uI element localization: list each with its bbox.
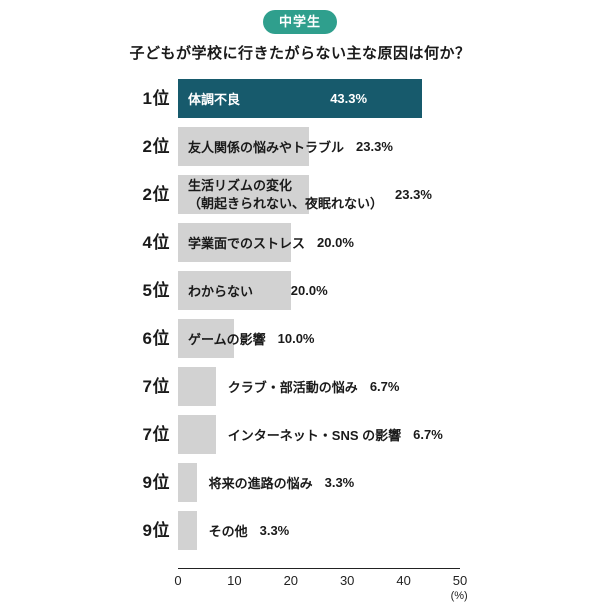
bar-value: 6.7% (369, 379, 400, 394)
bar-label: インターネット・SNS の影響 (227, 428, 402, 443)
rank-label: 1位 (142, 89, 170, 108)
rank-label: 5位 (142, 281, 170, 300)
rank-label: 7位 (142, 377, 170, 396)
bar-value: 3.3% (324, 475, 355, 490)
bar-label: 学業面でのストレス (188, 236, 306, 251)
bar-label-group: 生活リズムの変化 （朝起きられない、夜眠れない） 23.3% (188, 175, 432, 214)
bar-label-group: 学業面でのストレス 20.0% (188, 223, 354, 262)
bar-area: インターネット・SNS の影響 6.7% (178, 415, 600, 454)
bar-label-group: 将来の進路の悩み 3.3% (209, 463, 355, 502)
bar-area: わからない 20.0% (178, 271, 600, 310)
bar-row: 7位 クラブ・部活動の悩み 6.7% (0, 367, 600, 406)
bar (178, 511, 197, 550)
rank-label: 2位 (142, 185, 170, 204)
bar-label: 生活リズムの変化 （朝起きられない、夜眠れない） (188, 177, 383, 212)
bar-label: 将来の進路の悩み (208, 476, 313, 491)
bar-label-group: 体調不良 (188, 79, 240, 118)
rank-label: 2位 (142, 137, 170, 156)
bar-label-line1: 生活リズムの変化 (188, 177, 293, 193)
bar (178, 367, 216, 406)
bar-area: 友人関係の悩みやトラブル 23.3% (178, 127, 600, 166)
bar-value: 10.0% (277, 331, 315, 346)
bar (178, 271, 291, 310)
bar-area: ゲームの影響 10.0% (178, 319, 600, 358)
x-tick-label: 10 (227, 573, 242, 588)
x-tick-label: 50 (452, 573, 468, 588)
bar-label-group: その他 3.3% (209, 511, 290, 550)
bar-area: 将来の進路の悩み 3.3% (178, 463, 600, 502)
badge-container: 中学生 (0, 10, 600, 34)
bar-row: 1位 43.3% 体調不良 (0, 79, 600, 118)
bar-value: 20.0% (317, 235, 354, 250)
rank-label: 9位 (142, 473, 170, 492)
bar-value: 23.3% (356, 139, 393, 154)
bar-area: その他 3.3% (178, 511, 600, 550)
bar-row: 9位 将来の進路の悩み 3.3% (0, 463, 600, 502)
x-tick-label: 0 (174, 573, 182, 588)
rank-label: 7位 (142, 425, 170, 444)
bar-area: 43.3% 体調不良 (178, 79, 600, 118)
bar-row: 2位 友人関係の悩みやトラブル 23.3% (0, 127, 600, 166)
bar-row: 7位 インターネット・SNS の影響 6.7% (0, 415, 600, 454)
bar-value: 43.3% (330, 91, 368, 106)
rank-label: 4位 (142, 233, 170, 252)
bar (178, 319, 235, 358)
x-axis-unit-label: (%) (450, 590, 468, 602)
bar-value: 6.7% (413, 427, 443, 442)
bar-label: わからない (188, 284, 254, 299)
bar-area: 生活リズムの変化 （朝起きられない、夜眠れない） 23.3% (178, 175, 600, 214)
bar-label-group: クラブ・部活動の悩み 6.7% (228, 367, 400, 406)
bar (178, 415, 216, 454)
bar-label-group: 友人関係の悩みやトラブル 23.3% (188, 127, 393, 166)
bar-area: クラブ・部活動の悩み 6.7% (178, 367, 600, 406)
bar-value: 3.3% (259, 523, 290, 538)
x-axis: (%) 0 10 20 30 40 50 (174, 568, 468, 608)
x-tick-label: 20 (283, 573, 299, 588)
bar-row: 4位 学業面でのストレス 20.0% (0, 223, 600, 262)
bar-row: 5位 わからない 20.0% (0, 271, 600, 310)
x-tick-label: 30 (339, 573, 355, 588)
bar (178, 79, 423, 118)
bar-area: 学業面でのストレス 20.0% (178, 223, 600, 262)
bar (178, 223, 291, 262)
rank-label: 6位 (142, 329, 170, 348)
bar-row: 6位 ゲームの影響 10.0% (0, 319, 600, 358)
bar-chart: 1位 43.3% 体調不良 2位 友人関係の悩みやトラブル 23.3% 2位 生活リズムの変化… (0, 79, 600, 550)
bar-row: 2位 生活リズムの変化 （朝起きられない、夜眠れない） 23.3% (0, 175, 600, 214)
bar-label-group: インターネット・SNS の影響 6.7% (228, 415, 443, 454)
bar-value: 23.3% (395, 187, 432, 202)
chart-title: 子どもが学校に行きたがらない主な原因は何か？ (129, 45, 471, 62)
bar-row: 9位 その他 3.3% (0, 511, 600, 550)
bar-label: その他 (208, 524, 248, 539)
grade-badge: 中学生 (262, 10, 337, 34)
bar-label: ゲームの影響 (188, 332, 266, 347)
rank-label: 9位 (142, 521, 170, 540)
x-tick-label: 40 (396, 573, 411, 588)
bar (178, 175, 310, 214)
x-axis-line (178, 568, 460, 569)
bar-label: クラブ・部活動の悩み (227, 380, 358, 395)
bar (178, 463, 197, 502)
bar-label-group: わからない 20.0% (188, 271, 328, 310)
bar-label: 友人関係の悩みやトラブル (188, 140, 345, 155)
bar-label-line2: （朝起きられない、夜眠れない） (188, 195, 384, 211)
bar-label-group: ゲームの影響 10.0% (188, 319, 315, 358)
bar-value: 20.0% (290, 283, 328, 298)
bar (178, 127, 310, 166)
bar-label: 体調不良 (188, 92, 241, 107)
